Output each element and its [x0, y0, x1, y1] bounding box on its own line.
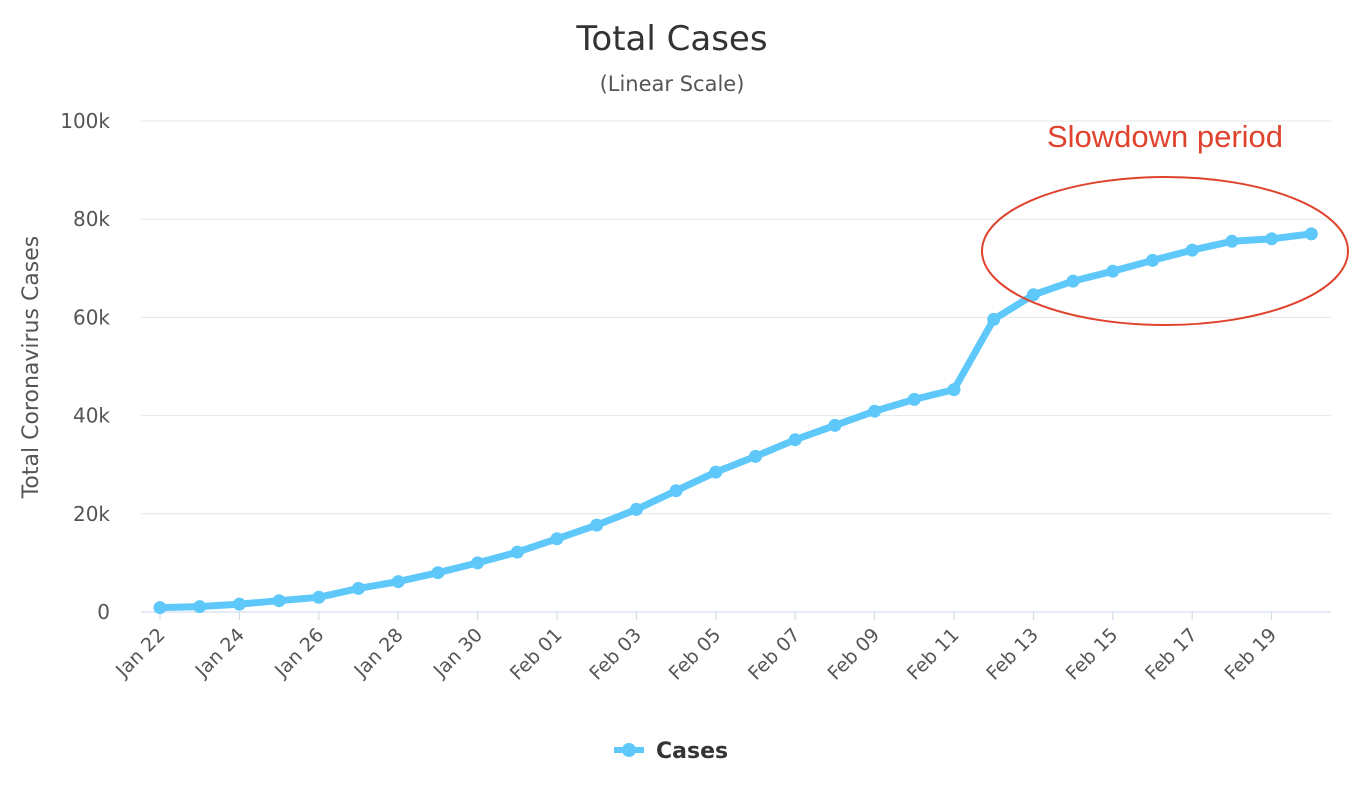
legend-label-cases: Cases [656, 739, 728, 764]
data-point[interactable] [510, 545, 524, 559]
data-point[interactable] [1066, 274, 1080, 288]
data-point[interactable] [1146, 253, 1159, 267]
data-point[interactable] [471, 556, 485, 570]
data-point[interactable] [1106, 264, 1120, 278]
data-point[interactable] [828, 418, 842, 432]
data-point[interactable] [352, 581, 365, 595]
data-point[interactable] [153, 601, 167, 615]
x-tick-label: Feb 13 [982, 624, 1043, 685]
data-point[interactable] [907, 392, 921, 406]
data-point[interactable] [193, 600, 207, 614]
legend-marker-icon [622, 743, 636, 757]
y-tick-label: 100k [60, 109, 110, 133]
x-tick-label: Jan 22 [111, 624, 169, 682]
data-point[interactable] [1026, 288, 1040, 302]
x-tick-label: Feb 17 [1141, 624, 1202, 685]
chart-title: Total Cases [575, 19, 767, 59]
data-point[interactable] [868, 404, 882, 418]
slowdown-annotation: Slowdown period [981, 119, 1349, 326]
slowdown-label: Slowdown period [1047, 119, 1283, 154]
series-cases [153, 227, 1318, 615]
x-tick-label: Jan 28 [349, 624, 407, 682]
y-axis-title: Total Coronavirus Cases [19, 236, 44, 500]
chart-subtitle: (Linear Scale) [600, 72, 745, 96]
data-point[interactable] [431, 566, 445, 580]
y-tick-label: 80k [73, 207, 110, 231]
data-point[interactable] [391, 575, 405, 589]
data-point[interactable] [550, 532, 564, 546]
slowdown-ellipse [981, 176, 1349, 326]
data-point[interactable] [709, 465, 723, 479]
data-point[interactable] [1225, 234, 1239, 248]
data-point[interactable] [312, 590, 326, 604]
x-tick-label: Jan 24 [191, 624, 249, 682]
legend[interactable]: Cases [614, 739, 728, 764]
y-tick-label: 0 [97, 600, 110, 624]
y-tick-label: 40k [73, 404, 110, 428]
data-point[interactable] [947, 383, 961, 397]
data-point[interactable] [987, 312, 1001, 326]
data-point[interactable] [1185, 243, 1199, 257]
data-point[interactable] [232, 597, 246, 611]
data-point[interactable] [749, 449, 762, 463]
data-point[interactable] [629, 502, 643, 516]
data-point[interactable] [272, 594, 286, 608]
gridlines [141, 120, 1331, 613]
data-point[interactable] [1265, 232, 1279, 246]
data-point[interactable] [1304, 227, 1318, 241]
x-tick-label: Feb 05 [665, 624, 726, 685]
x-tick-label: Feb 03 [585, 624, 646, 685]
y-axis-ticks: 0 20k 40k 60k 80k 100k [60, 109, 110, 624]
x-axis-ticks: Jan 22 Jan 24 Jan 26 Jan 28 Jan 30 Feb 01 Feb … [111, 612, 1281, 685]
x-tick-label: Jan 26 [270, 624, 328, 682]
x-tick-label: Feb 15 [1062, 624, 1123, 685]
data-point[interactable] [788, 433, 802, 447]
x-tick-label: Feb 09 [823, 624, 884, 685]
x-tick-label: Feb 11 [903, 624, 964, 685]
series-line-cases [156, 230, 1315, 612]
x-tick-label: Jan 30 [429, 624, 487, 682]
y-tick-label: 60k [73, 305, 110, 329]
y-tick-label: 20k [73, 502, 110, 526]
x-tick-label: Feb 19 [1220, 624, 1281, 685]
data-point[interactable] [590, 518, 604, 532]
x-tick-label: Feb 07 [744, 624, 805, 685]
data-point[interactable] [669, 484, 683, 498]
x-tick-label: Feb 01 [506, 624, 567, 685]
